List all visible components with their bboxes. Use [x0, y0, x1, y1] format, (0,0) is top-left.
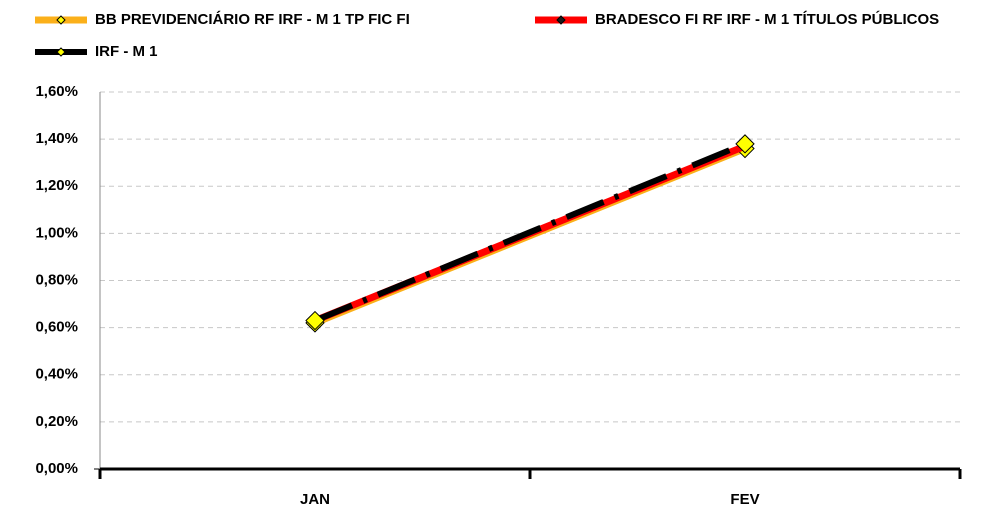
- marker: [305, 310, 325, 331]
- y-tick-label: 0,40%: [35, 366, 78, 383]
- legend-marker: [56, 47, 66, 57]
- series-line: [313, 141, 747, 324]
- legend-marker: [56, 15, 66, 25]
- y-tick-label: 1,20%: [35, 177, 78, 194]
- legend-label: BRADESCO FI RF IRF - M 1 TÍTULOS PÚBLICO…: [595, 10, 939, 28]
- y-tick-label: 1,40%: [35, 130, 78, 147]
- y-tick-label: 0,80%: [35, 271, 78, 288]
- x-tick-label: FEV: [730, 491, 759, 508]
- legend-marker: [556, 15, 566, 25]
- legend-label: BB PREVIDENCIÁRIO RF IRF - M 1 TP FIC FI: [95, 11, 410, 28]
- legend-label: IRF - M 1: [95, 43, 158, 60]
- x-tick-label: JAN: [300, 491, 330, 508]
- y-tick-label: 0,60%: [35, 319, 78, 336]
- y-tick-label: 0,00%: [35, 460, 78, 477]
- y-tick-label: 0,20%: [35, 413, 78, 430]
- y-tick-label: 1,00%: [35, 224, 78, 241]
- marker: [735, 134, 755, 154]
- y-tick-label: 1,60%: [35, 83, 78, 100]
